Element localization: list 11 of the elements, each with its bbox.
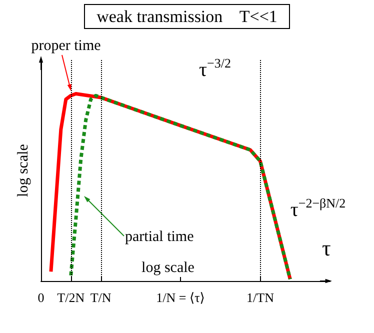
x-tick-label: T/N <box>90 290 112 305</box>
x-tick-label: 0 <box>38 290 44 305</box>
chart-title: weak transmission T<<1 <box>96 7 278 26</box>
x-tick-label: 1/TN <box>246 290 275 305</box>
annotation: log scale <box>142 260 195 276</box>
text: proper time <box>31 38 102 54</box>
annotation: partial time <box>125 229 194 245</box>
x-axis-title: τ <box>322 236 331 260</box>
x-tick-label: 1/N = ⟨τ⟩ <box>156 290 205 305</box>
y-axis-title: log scale <box>16 144 32 197</box>
x-tick-label: T/2N <box>57 290 86 305</box>
